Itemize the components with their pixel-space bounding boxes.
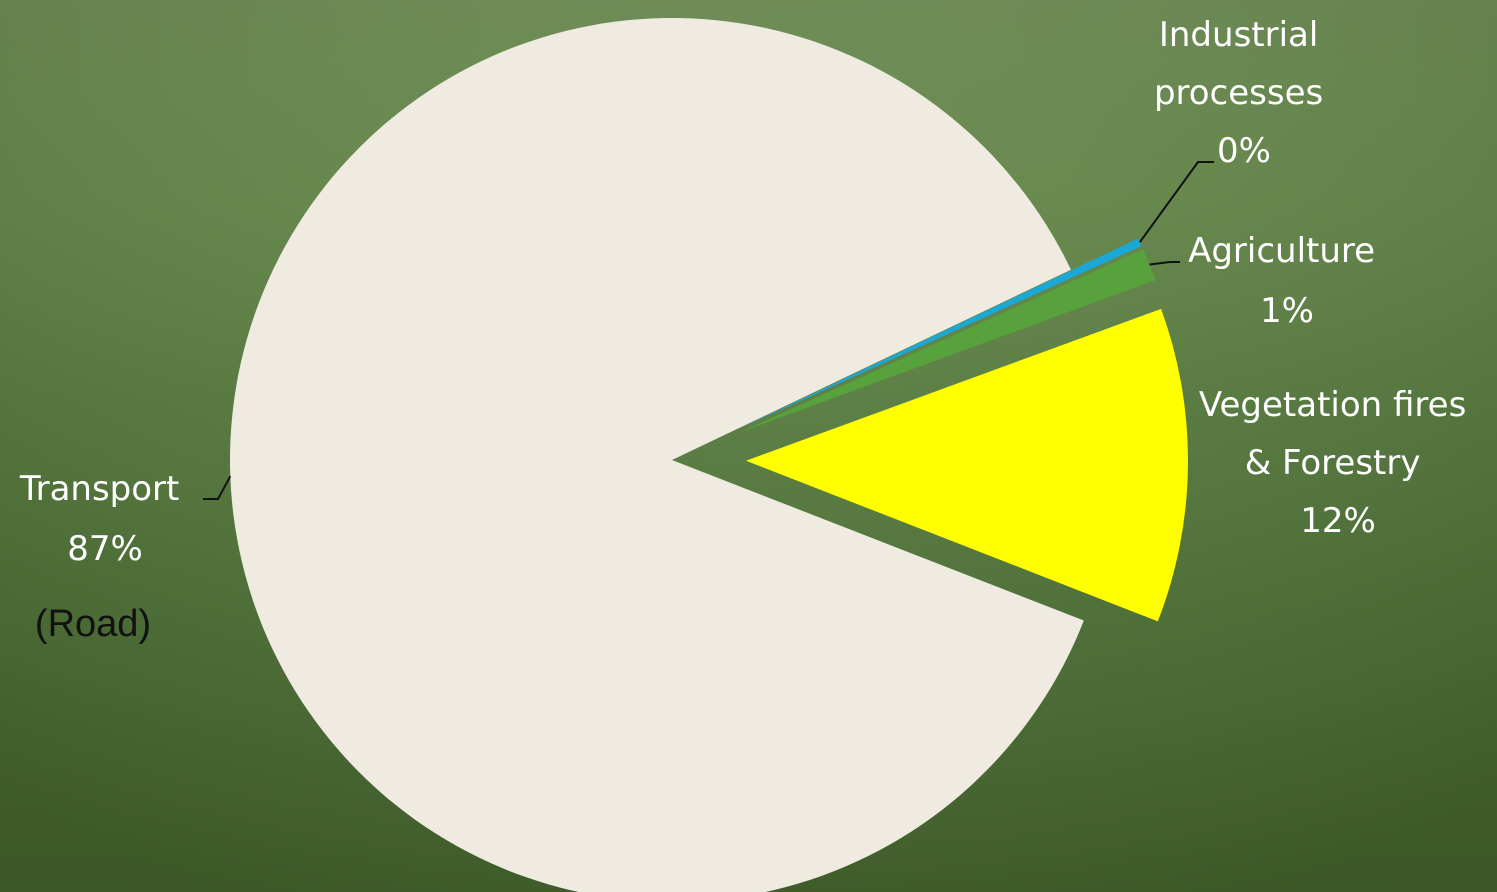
pie-slice-agriculture — [740, 249, 1156, 432]
label-industrial: Industrial processes 0% — [1154, 15, 1334, 171]
leader-line-agriculture — [1149, 261, 1180, 266]
label-transport-pct: 87% — [67, 529, 143, 569]
pie-slices — [230, 18, 1188, 892]
label-agriculture: Agriculture 1% — [1188, 231, 1386, 331]
label-vegetation: Vegetation fires & Forestry 12% — [1199, 385, 1477, 541]
label-vegetation-line-2: & Forestry — [1245, 443, 1421, 483]
label-agriculture-pct: 1% — [1260, 291, 1314, 331]
leader-line-transport — [203, 475, 232, 500]
label-vegetation-line-1: Vegetation fires — [1199, 385, 1466, 425]
label-transport: Transport 87% — [19, 469, 190, 569]
pie-slice-transport — [230, 18, 1084, 892]
leader-line-industrial — [1138, 161, 1214, 243]
label-industrial-pct: 0% — [1217, 131, 1271, 171]
leader-lines — [203, 161, 1214, 500]
label-agriculture-line-1: Agriculture — [1188, 231, 1375, 271]
label-industrial-line-1: Industrial — [1159, 15, 1318, 55]
pie-slice-industrial — [739, 238, 1142, 429]
label-vegetation-pct: 12% — [1300, 501, 1376, 541]
label-industrial-line-2: processes — [1154, 73, 1323, 113]
road-annotation: (Road) — [35, 603, 151, 645]
pie-slice-vegetation — [745, 308, 1188, 622]
label-transport-line-1: Transport — [19, 469, 180, 509]
